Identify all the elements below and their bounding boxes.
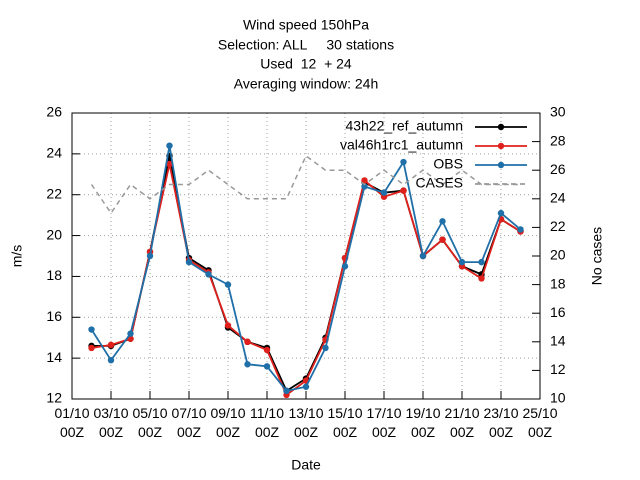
x-axis-label: Date: [291, 457, 321, 473]
title-line: Used 12 + 24: [260, 56, 352, 72]
y-tick-label: 12: [46, 390, 62, 406]
y2-tick-label: 20: [550, 247, 566, 263]
data-point: [263, 363, 271, 370]
x-tick-label: 07/10 00Z: [171, 405, 207, 440]
plot-border: [71, 112, 541, 400]
legend-label: val46h1rc1_autumn: [340, 137, 463, 153]
y-tick-label: 16: [46, 308, 62, 324]
data-point: [517, 226, 524, 233]
data-point: [224, 322, 232, 329]
data-point: [205, 271, 212, 278]
data-point: [263, 346, 271, 354]
legend-marker: [497, 161, 505, 169]
data-point: [341, 263, 349, 270]
legend-marker: [497, 142, 505, 150]
y2-tick-label: 30: [550, 104, 566, 120]
title-line: Averaging window: 24h: [234, 76, 379, 92]
data-point: [361, 183, 368, 190]
data-point: [146, 252, 154, 260]
data-point: [283, 387, 290, 395]
data-point: [127, 330, 134, 337]
x-tick-label: 15/10 00Z: [327, 405, 363, 440]
x-tick-label: 21/10 00Z: [444, 405, 480, 440]
y2-tick-label: 12: [550, 361, 566, 377]
data-point: [400, 187, 407, 194]
y-tick-label: 24: [46, 145, 62, 161]
y2-tick-label: 18: [550, 275, 566, 291]
data-point: [439, 218, 446, 225]
y2-axis-label: No cases: [589, 227, 605, 285]
x-tick-label: 17/10 00Z: [366, 405, 402, 440]
data-point: [497, 209, 505, 217]
data-point: [302, 383, 310, 390]
y-tick-label: 20: [46, 226, 62, 242]
data-point: [478, 258, 485, 266]
y-axis-label: m/s: [9, 245, 25, 268]
data-point: [166, 160, 173, 168]
x-tick-label: 03/10 00Z: [93, 405, 129, 440]
y2-tick-label: 28: [550, 132, 566, 148]
x-tick-label: 23/10 00Z: [483, 405, 519, 440]
y-tick-label: 18: [46, 267, 62, 283]
y2-tick-label: 10: [550, 390, 566, 406]
legend-label: OBS: [433, 156, 463, 172]
legend-marker: [497, 123, 505, 131]
series-line: [90, 154, 521, 215]
x-tick-label: 25/10 00Z: [522, 405, 558, 440]
data-point: [478, 275, 485, 282]
data-point: [439, 236, 446, 243]
y2-tick-label: 14: [550, 333, 566, 349]
x-tick-label: 19/10 00Z: [405, 405, 441, 440]
legend-label: 43h22_ref_autumn: [345, 118, 463, 134]
y-tick-label: 26: [46, 104, 62, 120]
data-point: [458, 258, 466, 266]
data-point: [419, 252, 427, 260]
data-point: [107, 356, 115, 364]
x-tick-label: 01/10 00Z: [54, 405, 90, 440]
y2-tick-label: 22: [550, 218, 566, 234]
data-point: [88, 326, 95, 333]
data-point: [380, 189, 388, 196]
y2-tick-label: 24: [550, 190, 566, 206]
y2-tick-label: 26: [550, 161, 566, 177]
y-tick-label: 22: [46, 185, 62, 201]
y2-tick-label: 16: [550, 304, 566, 320]
x-tick-label: 13/10 00Z: [288, 405, 324, 440]
data-point: [322, 344, 329, 352]
x-tick-label: 11/10 00Z: [250, 405, 284, 440]
data-point: [185, 258, 193, 266]
series-line: [91, 163, 521, 397]
data-point: [400, 158, 407, 166]
data-point: [107, 341, 115, 349]
x-tick-label: 05/10 00Z: [132, 405, 168, 440]
data-point: [166, 142, 173, 149]
data-point: [88, 344, 95, 352]
data-point: [361, 177, 368, 184]
data-point: [224, 281, 232, 288]
data-point: [244, 338, 251, 345]
title-line: Wind speed 150hPa: [243, 17, 369, 33]
data-point: [244, 361, 251, 368]
title-line: Selection: ALL 30 stations: [218, 37, 394, 53]
y-tick-label: 14: [46, 349, 62, 365]
legend-label: CASES: [416, 175, 463, 191]
x-tick-label: 09/10 00Z: [210, 405, 246, 440]
